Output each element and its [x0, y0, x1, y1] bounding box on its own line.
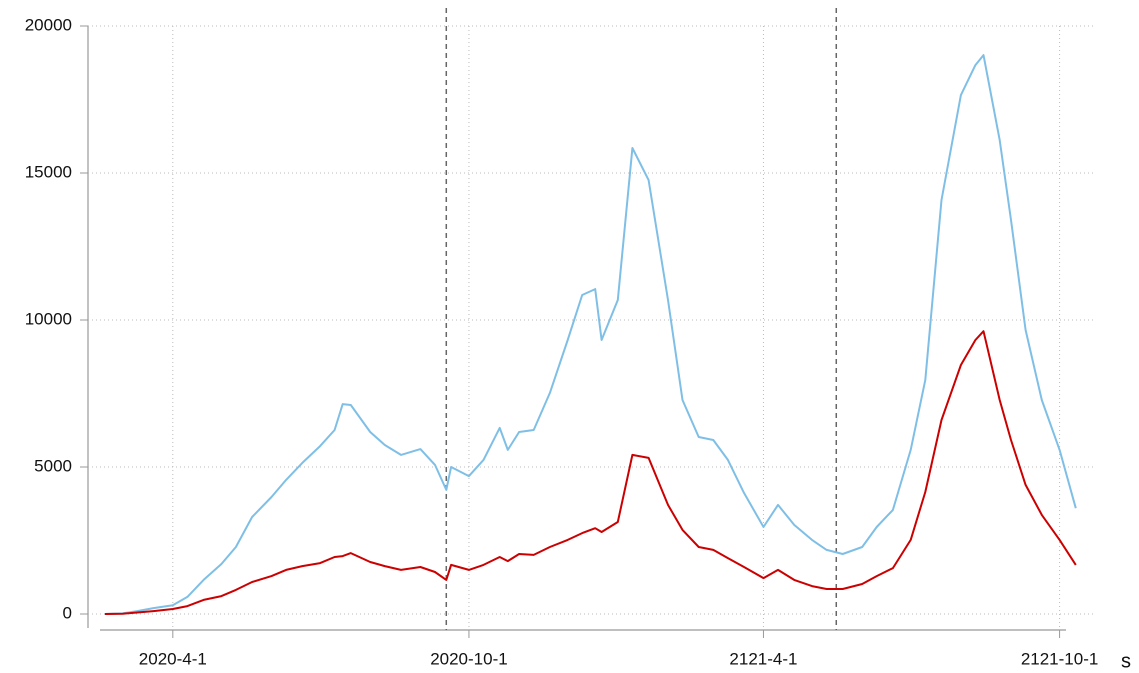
y-tick-label: 10000 [25, 309, 72, 328]
x-axis-label: s [1121, 650, 1131, 672]
series-line [104, 54, 1077, 615]
x-tick-label: 2121-10-1 [1021, 649, 1099, 668]
y-tick-label: 5000 [34, 456, 72, 475]
y-tick-label: 15000 [25, 162, 72, 181]
y-tick-label: 20000 [25, 15, 72, 34]
series-line [104, 330, 1077, 615]
y-tick-label: 0 [63, 603, 72, 622]
x-tick-label: 2020-4-1 [139, 649, 207, 668]
x-tick-label: 2121-4-1 [729, 649, 797, 668]
x-tick-label: 2020-10-1 [430, 649, 508, 668]
